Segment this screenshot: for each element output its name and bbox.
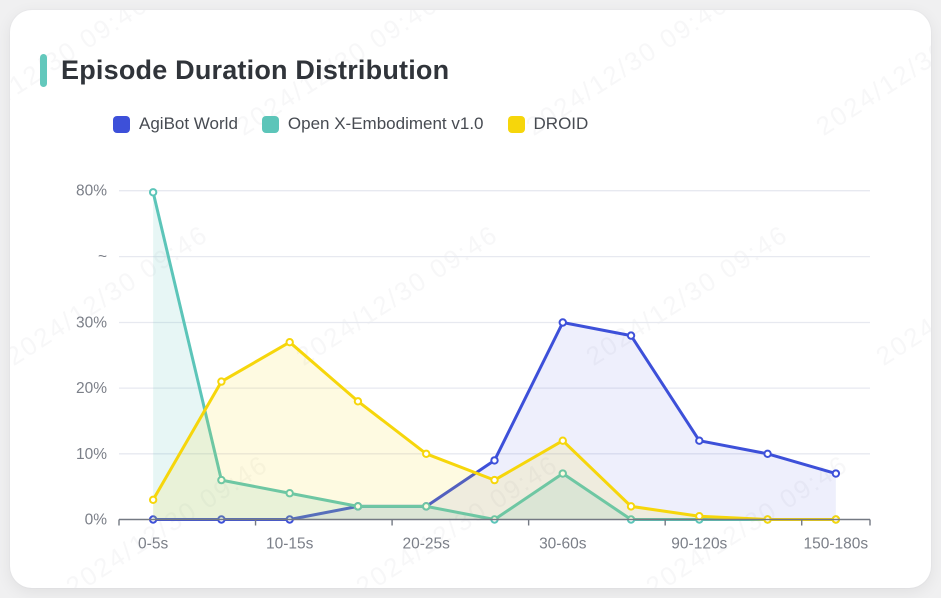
legend-label-droid: DROID	[533, 114, 589, 133]
legend-item-agibot-world[interactable]: AgiBot World	[113, 114, 238, 134]
chart-title: Episode Duration Distribution	[61, 55, 450, 85]
watermark-layer: 2024/12/30 09:46 2024/12/30 09:46 2024/12/…	[10, 10, 931, 588]
legend: AgiBot World Open X-Embodiment v1.0 DROI…	[113, 114, 588, 134]
watermark-text: 2024/12/30 09:46	[350, 448, 564, 588]
legend-swatch-open-x-embodiment	[261, 115, 279, 133]
legend-label-open-x-embodiment: Open X-Embodiment v1.0	[287, 114, 484, 133]
title-accent-bar	[40, 54, 47, 87]
chart-card: 2024/12/30 09:46 2024/12/30 09:46 2024/12/…	[10, 10, 931, 588]
watermark-text: 2024/12/30 09:46	[10, 218, 214, 372]
watermark-text: 2024/12/30 09:46	[580, 218, 794, 372]
watermark-text: 2024/12/30 09:46	[60, 448, 274, 588]
watermark-text: 2024/12/30 09:46	[930, 449, 931, 588]
legend-item-open-x-embodiment[interactable]: Open X-Embodiment v1.0	[261, 114, 484, 134]
legend-swatch-droid	[507, 115, 525, 133]
legend-label-agibot-world: AgiBot World	[139, 114, 238, 133]
title-row: Episode Duration Distribution	[40, 54, 449, 87]
watermark-text: 2024/12/30 09:46	[640, 448, 854, 588]
watermark-text: 2024/12/30 09:46	[810, 10, 931, 142]
watermark-text: 2024/12/30 09:46	[290, 218, 504, 372]
watermark-text: 2024/12/30 09:46	[870, 219, 931, 372]
legend-item-droid[interactable]: DROID	[507, 114, 589, 134]
legend-swatch-agibot-world	[113, 115, 130, 133]
